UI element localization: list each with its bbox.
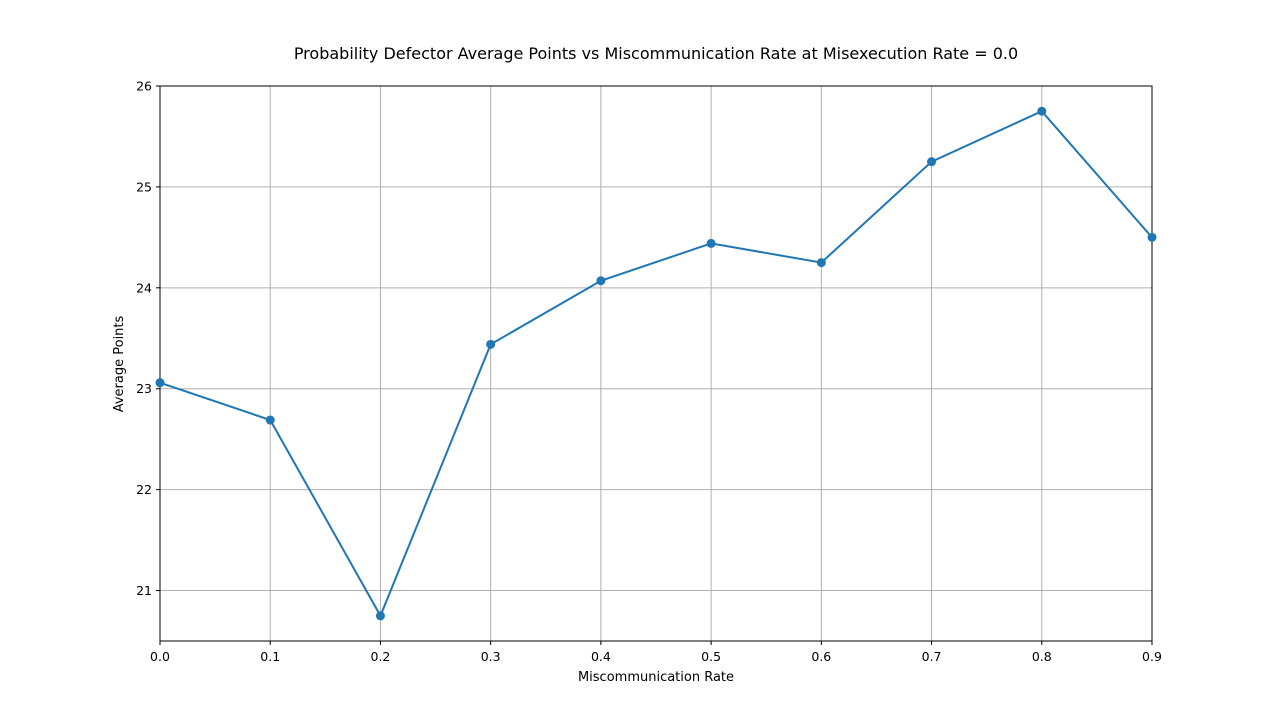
x-tick-label: 0.3	[481, 649, 501, 664]
x-tick-label: 0.0	[150, 649, 170, 664]
data-point	[1147, 232, 1157, 242]
grid	[159, 85, 1153, 641]
y-tick-label: 26	[136, 79, 152, 94]
data-point	[596, 276, 606, 286]
data-point	[265, 415, 275, 425]
x-axis-label: Miscommunication Rate	[578, 670, 734, 685]
axis-ticks: 0.0 0.1 0.2 0.3 0.4 0.5 0.6 0.7 0.8 0.9 21 22 23 24 25…	[136, 79, 1162, 665]
series-layer	[155, 106, 1157, 621]
x-tick-label: 0.7	[922, 649, 942, 664]
x-tick-label: 0.6	[811, 649, 831, 664]
x-tick-label: 0.1	[260, 649, 280, 664]
chart-title: Probability Defector Average Points vs M…	[294, 44, 1018, 63]
x-tick-label: 0.8	[1032, 649, 1052, 664]
data-point	[816, 258, 826, 268]
y-tick-label: 21	[136, 583, 152, 598]
y-tick-label: 22	[136, 482, 152, 497]
data-point	[706, 238, 716, 248]
x-tick-label: 0.2	[370, 649, 390, 664]
x-tick-label: 0.9	[1142, 649, 1162, 664]
plot-frame	[159, 85, 1153, 642]
y-tick-label: 25	[136, 179, 152, 194]
data-point	[486, 339, 496, 349]
y-tick-label: 24	[136, 280, 152, 295]
data-point	[375, 611, 385, 621]
x-tick-label: 0.5	[701, 649, 721, 664]
y-axis-label: Average Points	[112, 315, 127, 412]
series-line	[159, 110, 1153, 619]
data-point	[155, 378, 165, 388]
x-tick-label: 0.4	[591, 649, 611, 664]
data-point	[1037, 106, 1047, 116]
y-tick-label: 23	[136, 381, 152, 396]
data-point	[927, 157, 937, 167]
